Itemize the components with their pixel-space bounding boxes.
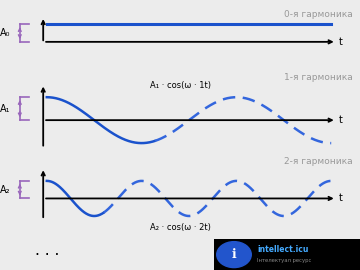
Text: A₂: A₂ xyxy=(0,185,11,195)
Text: · · ·: · · · xyxy=(35,248,59,263)
Text: t: t xyxy=(339,115,343,125)
Text: t: t xyxy=(339,193,343,204)
Text: ℹ: ℹ xyxy=(231,248,237,261)
Text: A₂ · cos(ω · 2t): A₂ · cos(ω · 2t) xyxy=(149,223,211,232)
Circle shape xyxy=(217,242,251,268)
Text: 2-я гармоника: 2-я гармоника xyxy=(284,157,353,166)
Text: A₁ · cos(ω · 1t): A₁ · cos(ω · 1t) xyxy=(149,81,211,90)
Text: intellect.icu: intellect.icu xyxy=(257,245,309,254)
Text: A₁: A₁ xyxy=(0,104,11,114)
Text: A₀: A₀ xyxy=(0,28,11,38)
Text: 0-я гармоника: 0-я гармоника xyxy=(284,10,353,19)
Text: t: t xyxy=(339,37,343,47)
Text: 1-я гармоника: 1-я гармоника xyxy=(284,73,353,82)
Text: Інтелектуал ресурс: Інтелектуал ресурс xyxy=(257,258,312,263)
Bar xyxy=(214,239,360,270)
